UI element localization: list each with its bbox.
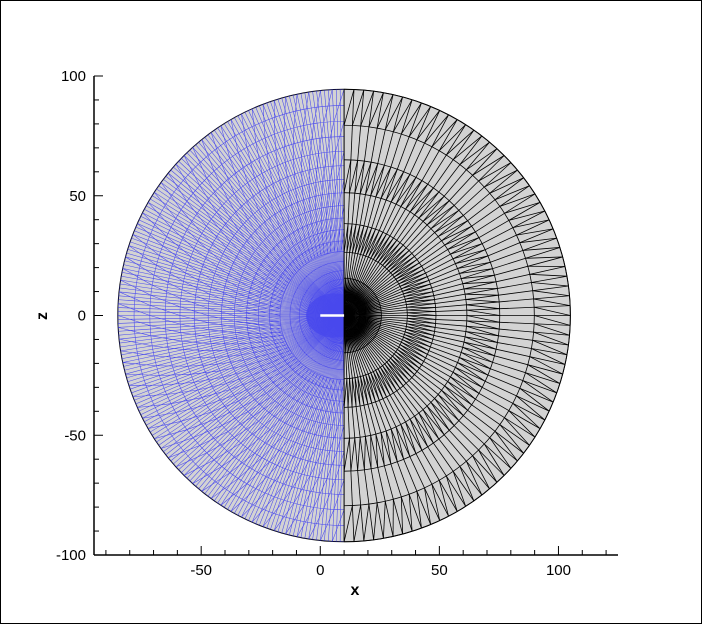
x-tick-label: 100 — [546, 562, 571, 579]
x-tick-label: 0 — [316, 562, 324, 579]
y-tick-label: -50 — [64, 427, 86, 444]
y-tick-label: 50 — [69, 188, 86, 205]
x-tick-label: 50 — [431, 562, 448, 579]
x-axis-label: x — [351, 582, 360, 599]
y-axis-label: z — [34, 312, 51, 320]
y-tick-label: 100 — [61, 68, 86, 85]
y-tick-label: -100 — [56, 547, 86, 564]
x-tick-label: -50 — [190, 562, 212, 579]
y-tick-label: 0 — [78, 308, 86, 325]
